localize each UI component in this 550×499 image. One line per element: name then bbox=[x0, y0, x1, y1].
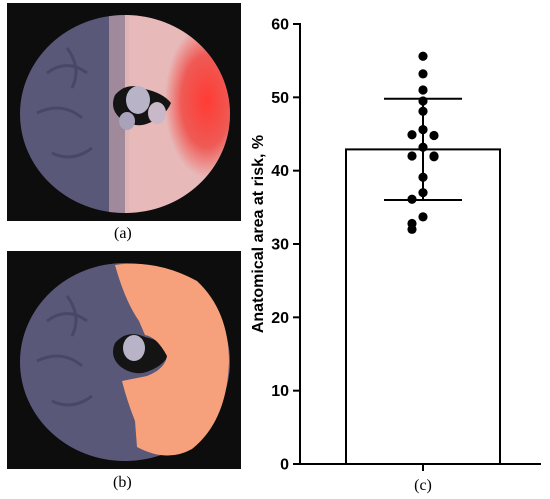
papillary-muscle-3 bbox=[119, 112, 135, 130]
data-point bbox=[418, 212, 428, 222]
data-point bbox=[407, 151, 417, 161]
bar-mean bbox=[345, 148, 501, 465]
tissue-texture bbox=[36, 295, 93, 407]
y-axis: 0 10 20 30 40 50 60 bbox=[271, 17, 301, 474]
y-tick-label: 40 bbox=[271, 163, 289, 180]
area-at-risk-overlay bbox=[115, 263, 229, 456]
data-point bbox=[418, 69, 428, 79]
y-tick-label: 30 bbox=[271, 237, 289, 254]
error-bar bbox=[384, 97, 462, 201]
y-tick-label: 60 bbox=[271, 17, 289, 34]
heart-slice-photo-overlay bbox=[7, 251, 241, 469]
heart-slice-photo-stained bbox=[7, 3, 241, 221]
y-tick-label: 20 bbox=[271, 310, 289, 327]
y-tick-label: 50 bbox=[271, 90, 289, 107]
panel-b-label: (b) bbox=[113, 474, 132, 491]
panel-a-label: (a) bbox=[114, 225, 132, 242]
papillary-muscle-1 bbox=[123, 335, 145, 361]
bar-series bbox=[345, 148, 501, 465]
data-point bbox=[429, 130, 439, 141]
data-point bbox=[418, 51, 428, 61]
area-at-risk-chart: 0 10 20 30 40 50 60 (c) Anatomical area at ris… bbox=[250, 17, 541, 494]
papillary-muscle-2 bbox=[148, 102, 166, 124]
y-tick-label: 10 bbox=[271, 383, 289, 400]
data-point bbox=[418, 85, 428, 95]
data-point bbox=[407, 130, 417, 140]
x-category-label: (c) bbox=[414, 477, 432, 494]
y-tick-label: 0 bbox=[280, 457, 289, 474]
data-point bbox=[429, 152, 439, 162]
tissue-texture bbox=[36, 47, 93, 159]
papillary-muscle-1 bbox=[126, 86, 150, 114]
y-axis-label: Anatomical area at risk, % bbox=[250, 135, 267, 333]
data-point bbox=[407, 224, 417, 234]
